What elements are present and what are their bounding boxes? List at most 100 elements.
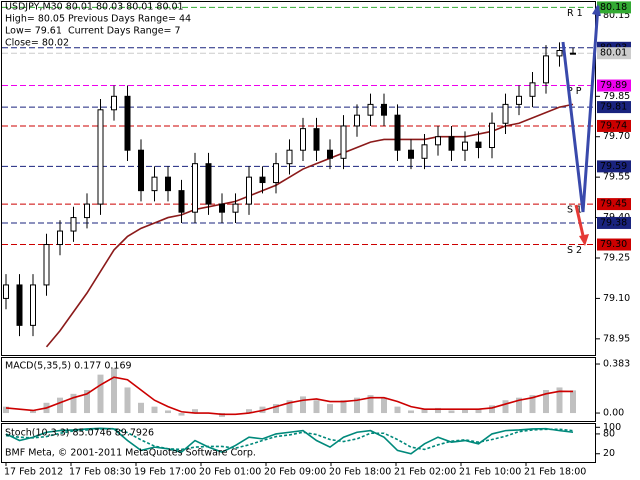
macd-layer xyxy=(3,368,576,417)
macd-bar xyxy=(273,404,279,414)
macd-bar xyxy=(475,409,482,414)
macd-bar xyxy=(381,397,387,414)
candle-body xyxy=(327,149,333,159)
y-tick-label: 100 xyxy=(603,422,621,433)
main-panel xyxy=(1,1,596,356)
macd-bar xyxy=(70,393,77,414)
y-tick-label: 79.25 xyxy=(603,252,630,263)
macd-bar xyxy=(300,396,306,414)
header-close: Close= 80.02 xyxy=(5,38,69,49)
level-tag: S 1 xyxy=(567,205,582,216)
candle-body xyxy=(529,82,536,97)
candle-body xyxy=(516,95,522,105)
candle-body xyxy=(30,284,36,326)
level-label: 79.38 xyxy=(600,217,627,228)
y-tick-label: 79.10 xyxy=(603,293,630,304)
level-box xyxy=(597,119,631,132)
level-label: 80.01 xyxy=(600,48,627,59)
stoch-title: Stoch(10,3,3) 85.0746 89.7926 xyxy=(5,428,154,439)
candle-body xyxy=(84,203,90,219)
level-label: 79.59 xyxy=(600,161,627,172)
forecast-arrow-red xyxy=(574,204,586,241)
macd-title: MACD(5,35,5) 0.177 0.169 xyxy=(5,361,132,372)
level-box xyxy=(597,160,631,173)
level-box xyxy=(597,238,631,251)
macd-bar xyxy=(556,387,563,414)
footer: BMF Meta, © 2001-2011 MetaQuotes Softwar… xyxy=(5,448,256,459)
arrow-head xyxy=(592,4,601,16)
y-tick-label: 78.95 xyxy=(603,333,630,344)
macd-bar xyxy=(462,409,468,414)
candle-body xyxy=(367,103,374,116)
level-label: 79.74 xyxy=(600,120,627,131)
macd-bar xyxy=(516,397,522,414)
arrow-head xyxy=(579,234,589,246)
macd-bar xyxy=(30,410,36,414)
stoch-layer xyxy=(5,427,574,455)
macd-bar xyxy=(502,400,509,414)
x-tick-label: 20 Feb 01:00 xyxy=(199,467,261,478)
level-tag: S 2 xyxy=(567,245,582,256)
x-tick-label: 20 Feb 18:00 xyxy=(329,467,391,478)
candle-body xyxy=(151,176,158,192)
macd-bar xyxy=(151,406,158,414)
macd-bar xyxy=(97,374,104,414)
y-tick-label: 79.70 xyxy=(603,131,630,142)
level-tag: R 1 xyxy=(567,8,583,19)
candle-body xyxy=(259,176,266,184)
x-tick-label: 21 Feb 02:00 xyxy=(394,467,456,478)
macd-panel xyxy=(1,357,596,422)
candle-body xyxy=(421,144,428,159)
macd-bar xyxy=(529,395,536,414)
level-box xyxy=(597,1,631,14)
y-tick-label: 0.00 xyxy=(603,408,624,419)
main-layer: R 1 P P S 1 S 2 xyxy=(2,6,595,348)
candle-body xyxy=(394,114,401,151)
candle-body xyxy=(435,136,441,146)
candle-body xyxy=(43,244,50,286)
macd-bar xyxy=(394,406,401,414)
macd-bar xyxy=(246,409,252,414)
moving-average xyxy=(45,103,574,348)
forecast-arrow xyxy=(561,5,600,213)
header-line: USDJPY,M30 80.01 80.03 80.01 80.01 xyxy=(5,2,184,13)
level-box xyxy=(597,101,631,114)
candle-body xyxy=(489,122,495,149)
macd-bar xyxy=(138,402,144,414)
level-box xyxy=(597,79,631,92)
macd-bar xyxy=(421,409,428,414)
candle-body xyxy=(246,176,252,205)
candle-body xyxy=(570,52,576,55)
macd-bar xyxy=(435,407,441,414)
y-tick-label: 0.383 xyxy=(603,359,630,370)
candle-body xyxy=(543,55,549,84)
macd-bar xyxy=(286,400,293,414)
candle-body xyxy=(502,103,509,124)
macd-bar xyxy=(354,397,360,414)
y-tick-label: 79.85 xyxy=(603,91,630,102)
x-tick-label: 21 Feb 10:00 xyxy=(459,467,521,478)
x-tick-label: 21 Feb 18:00 xyxy=(524,467,586,478)
level-box xyxy=(597,47,631,60)
macd-bar xyxy=(327,404,333,414)
macd-bar xyxy=(192,409,198,414)
y-tick-label: 20 xyxy=(603,448,615,459)
candle-body xyxy=(178,190,185,213)
macd-bar xyxy=(570,390,576,414)
macd-bar xyxy=(408,410,414,414)
stoch-panel xyxy=(1,423,596,463)
level-box xyxy=(597,216,631,229)
header-cur-range: Current Days Range= 7 xyxy=(68,26,181,37)
candle-body xyxy=(462,141,468,151)
macd-signal xyxy=(5,376,574,416)
candle-body xyxy=(448,136,455,151)
candle-body xyxy=(97,109,104,205)
level-box xyxy=(597,198,631,211)
level-label: 79.81 xyxy=(600,102,627,113)
candle-body xyxy=(313,128,320,151)
candle-body xyxy=(57,230,63,246)
candle-body xyxy=(205,163,212,205)
candle-body xyxy=(3,284,9,299)
macd-bar xyxy=(84,390,90,414)
header-prev-range: Previous Days Range= 44 xyxy=(68,14,191,25)
